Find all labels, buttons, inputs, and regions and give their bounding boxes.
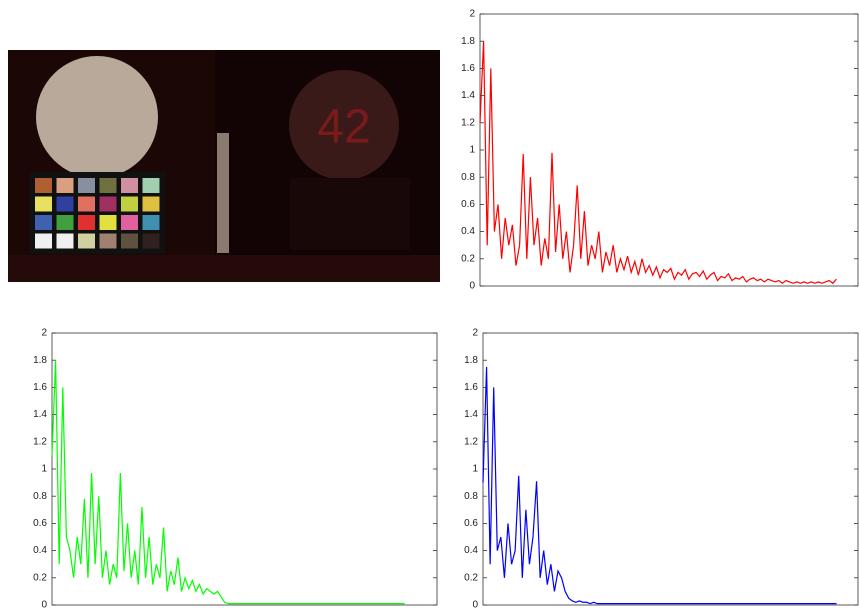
data-line: [51, 360, 405, 605]
swatch: [121, 233, 138, 249]
y-tick-label: 0.8: [464, 491, 478, 502]
swatch: [99, 233, 117, 249]
y-tick-label: 1.2: [464, 436, 478, 447]
swatch: [35, 215, 52, 230]
y-tick-label: 0.2: [461, 253, 475, 264]
plot: 0 0.2 0.4 0.6 0.8 1 1.2 1.4 1.6 1.8 2: [461, 9, 859, 292]
swatch: [35, 233, 52, 249]
swatch: [142, 233, 160, 249]
y-tick-label: 1.8: [33, 355, 47, 366]
swatch: [99, 196, 117, 212]
y-tick-label: 0.6: [464, 518, 478, 529]
y-tick-label: 1: [472, 464, 478, 475]
swatch: [78, 215, 95, 230]
svg-text:42: 42: [317, 101, 370, 154]
y-tick-label: 1.2: [33, 436, 47, 447]
swatch: [99, 215, 117, 230]
data-line: [482, 366, 837, 605]
axes-box: [51, 332, 438, 606]
y-tick-label: 1.6: [33, 382, 47, 393]
y-tick-label: 1: [41, 464, 47, 475]
swatch: [121, 215, 138, 230]
y-tick-label: 1.4: [464, 409, 478, 420]
swatch: [142, 196, 160, 212]
y-tick-label: 0.4: [33, 545, 47, 556]
y-tick-label: 1.4: [33, 409, 47, 420]
swatch: [56, 196, 74, 212]
y-tick-label: 2: [469, 9, 475, 20]
y-tick-label: 0.6: [461, 199, 475, 210]
swatch: [78, 196, 95, 212]
plot: 0 0.2 0.4 0.6 0.8 1 1.2 1.4 1.6 1.8 2: [464, 328, 859, 611]
y-tick-label: 2: [472, 328, 478, 339]
y-tick-label: 0: [469, 281, 475, 292]
swatch: [78, 233, 95, 249]
axes-box: [482, 332, 859, 606]
swatch: [78, 178, 95, 193]
y-tick-label: 0: [41, 600, 47, 610]
swatch: [142, 215, 160, 230]
photo: 42: [8, 50, 440, 282]
axes-box: [479, 13, 859, 287]
swatch: [56, 215, 74, 230]
y-tick-label: 1: [469, 145, 475, 156]
y-tick-label: 0.4: [461, 226, 475, 237]
swatch: [121, 196, 138, 212]
y-tick-label: 0.8: [461, 172, 475, 183]
y-tick-label: 2: [41, 328, 47, 339]
y-tick-label: 0.2: [33, 572, 47, 583]
y-tick-label: 0.2: [464, 572, 478, 583]
plot: 0 0.2 0.4 0.6 0.8 1 1.2 1.4 1.6 1.8 2: [33, 328, 438, 611]
color-checker: [35, 178, 160, 249]
swatch: [56, 178, 74, 193]
y-tick-label: 1.2: [461, 117, 475, 128]
y-tick-label: 0.8: [33, 491, 47, 502]
swatch: [121, 178, 138, 193]
swatch: [142, 178, 160, 193]
y-tick-label: 1.8: [464, 355, 478, 366]
swatch: [35, 178, 52, 193]
y-tick-label: 1.8: [461, 36, 475, 47]
data-line: [479, 41, 837, 285]
y-tick-label: 0: [472, 600, 478, 610]
y-tick-label: 1.6: [461, 63, 475, 74]
swatch: [56, 233, 74, 249]
swatch: [35, 196, 52, 212]
swatch: [99, 178, 117, 193]
y-tick-label: 1.4: [461, 90, 475, 101]
y-tick-label: 0.4: [464, 545, 478, 556]
y-tick-label: 1.6: [464, 382, 478, 393]
y-tick-label: 0.6: [33, 518, 47, 529]
